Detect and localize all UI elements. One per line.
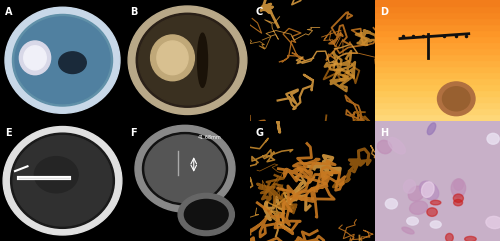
Ellipse shape [136, 13, 239, 107]
Ellipse shape [157, 41, 188, 75]
Text: E: E [5, 128, 12, 138]
Ellipse shape [487, 133, 499, 144]
Bar [375, 0, 500, 6]
Bar [375, 78, 500, 84]
Ellipse shape [486, 216, 500, 229]
Ellipse shape [428, 123, 436, 135]
Text: G: G [255, 128, 263, 138]
Ellipse shape [454, 194, 464, 202]
Text: D: D [380, 7, 388, 17]
Bar [375, 42, 500, 48]
Ellipse shape [198, 33, 207, 87]
Bar [375, 72, 500, 78]
Ellipse shape [15, 17, 110, 104]
Ellipse shape [142, 133, 228, 205]
Ellipse shape [442, 87, 470, 111]
Ellipse shape [34, 157, 78, 193]
Ellipse shape [12, 14, 112, 106]
Bar [375, 30, 500, 36]
Ellipse shape [150, 35, 194, 81]
Ellipse shape [464, 236, 476, 241]
Ellipse shape [20, 41, 50, 75]
Bar [375, 96, 500, 102]
Bar [375, 36, 500, 42]
Bar [375, 54, 500, 60]
Ellipse shape [451, 179, 466, 197]
Bar [375, 6, 500, 12]
Ellipse shape [184, 200, 228, 229]
Bar [375, 114, 500, 120]
Ellipse shape [422, 182, 434, 197]
Ellipse shape [388, 137, 406, 154]
Ellipse shape [404, 180, 415, 193]
Bar [375, 24, 500, 30]
Ellipse shape [5, 7, 120, 113]
Ellipse shape [454, 199, 462, 206]
Ellipse shape [59, 52, 86, 74]
Ellipse shape [3, 127, 122, 235]
Ellipse shape [378, 140, 392, 154]
Ellipse shape [430, 200, 441, 205]
Text: C: C [255, 7, 262, 17]
Ellipse shape [420, 181, 439, 200]
Bar [375, 66, 500, 72]
Ellipse shape [402, 227, 414, 234]
Ellipse shape [454, 179, 464, 190]
Ellipse shape [178, 193, 234, 236]
Text: B: B [130, 7, 138, 17]
Ellipse shape [438, 82, 475, 116]
Bar [375, 12, 500, 18]
Bar [375, 102, 500, 108]
Ellipse shape [408, 186, 424, 201]
Ellipse shape [24, 46, 46, 70]
Ellipse shape [427, 208, 438, 216]
Ellipse shape [145, 135, 225, 202]
Text: H: H [380, 128, 388, 138]
Bar [375, 90, 500, 96]
Bar [375, 108, 500, 114]
Text: F: F [130, 128, 136, 138]
Ellipse shape [410, 201, 428, 214]
Bar [375, 18, 500, 24]
Ellipse shape [135, 125, 235, 212]
Ellipse shape [128, 6, 247, 114]
Bar [375, 60, 500, 66]
Ellipse shape [13, 135, 112, 226]
Ellipse shape [139, 16, 236, 105]
Ellipse shape [10, 133, 115, 228]
Bar [375, 48, 500, 54]
Ellipse shape [406, 217, 418, 225]
Ellipse shape [446, 233, 453, 241]
Bar [375, 84, 500, 90]
Ellipse shape [386, 199, 398, 209]
Ellipse shape [430, 221, 441, 228]
Text: A: A [5, 7, 12, 17]
Text: 41.68mm: 41.68mm [198, 134, 221, 140]
